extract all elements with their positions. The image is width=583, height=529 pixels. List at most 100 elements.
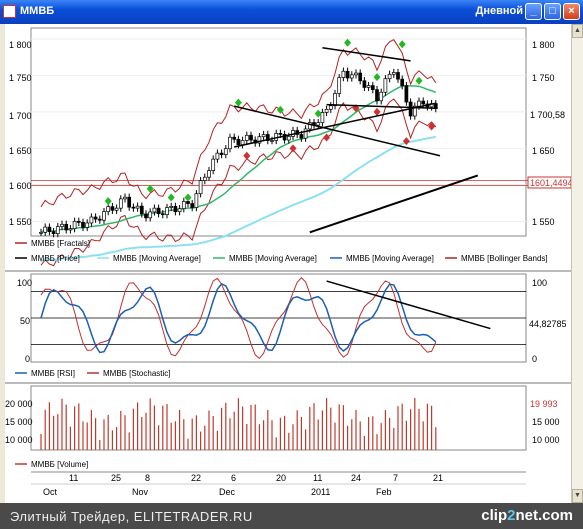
x-day-label: 25 [111,473,121,483]
candle-body [169,206,174,208]
candle-body [186,201,190,204]
legend-price: ММВБ [Price] [31,254,80,263]
candle-body [278,133,283,135]
candle-body [135,205,140,209]
vol-legend: ММВБ [Volume] [15,460,88,469]
x-month-label: Nov [132,487,149,497]
candle-body [400,78,405,87]
x-month-label: Oct [43,487,58,497]
candle-body [211,158,216,171]
osc-tick-label-right: 0 [532,354,537,364]
fractal-up-marker [373,73,381,82]
candle-body [236,138,241,146]
candle-body [85,222,90,228]
price-legend: ММВБ [Fractals] ММВБ [Price] ММВБ [Movin… [15,239,548,263]
close-button[interactable]: × [563,3,580,20]
candle-body [333,93,337,107]
candle-body [76,220,81,223]
trendline [309,174,479,234]
vertical-scrollbar[interactable]: ▲ ▼ [571,24,583,503]
candle-body [270,140,274,142]
y-tick-label: 1 800 [9,40,32,50]
candle-body [261,134,266,138]
candle-body [93,216,98,220]
vol-last-value: 19 993 [530,399,558,409]
fractal-up-marker [276,105,284,114]
fractal-up-marker [314,109,322,118]
candle-body [391,72,396,75]
candle-body [320,112,325,124]
vol-tick-label: 15 000 [5,417,33,427]
fractal-up-marker [415,76,423,85]
candle-body [47,226,52,232]
maximize-button[interactable]: □ [544,3,561,20]
credit-text: Элитный Трейдер, ELITETRADER.RU [10,509,253,524]
chart-area: 1 800 1 750 1 700 1 650 1 600 1 550 1 80… [5,24,583,503]
scroll-down-icon[interactable]: ▼ [572,489,583,503]
y-tick-label: 1 600 [9,181,32,191]
ma-slow-line [40,136,436,263]
x-month-label: Feb [376,487,392,497]
legend-fractals: ММВБ [Fractals] [31,239,90,248]
vol-tick-label: 10 000 [5,435,33,445]
x-day-label: 11 [69,473,78,483]
candle-body [181,201,186,210]
volume-layer [40,398,437,450]
candle-body [228,136,232,150]
date-axis: 11 25 8 22 6 20 11 24 7 21 Oct Nov Dec 2… [31,471,526,497]
fractal-down-marker [243,151,251,160]
chart-canvas[interactable]: 1 800 1 750 1 700 1 650 1 600 1 550 1 80… [5,24,578,503]
trendline [234,105,441,157]
x-day-label: 6 [231,473,236,483]
candle-body [417,100,421,107]
candle-body [131,206,136,209]
period-label[interactable]: Дневной [475,5,524,17]
scroll-up-icon[interactable]: ▲ [572,24,583,38]
candle-body [349,74,354,79]
candle-body [387,73,392,80]
candle-body [286,136,291,141]
fractal-up-marker [398,40,406,49]
candle-body [202,176,207,181]
last-price-label: 1 700,58 [530,110,565,120]
y-tick-label-right: 1 800 [532,40,555,50]
candle-body [249,134,253,141]
price-panel-frame [30,27,527,237]
window-title: ММВБ [20,5,55,17]
candle-body [257,136,262,144]
candle-body [337,77,342,94]
trendline [322,46,411,62]
x-month-label: 2011 [311,487,330,497]
oscillator-layer [31,277,526,360]
candle-body [219,152,224,155]
candle-body [324,108,329,113]
candle-body [404,85,409,103]
candle-body [114,207,119,211]
minimize-button[interactable]: _ [525,3,542,20]
fractal-up-marker [146,184,154,193]
ma-fast-line [40,84,437,233]
title-bar[interactable]: ММВБ Дневной _ □ × [0,0,583,24]
x-day-label: 8 [145,473,150,483]
candle-body [358,72,363,82]
fractal-up-marker [344,38,352,47]
chart-window: ММВБ Дневной _ □ × 1 800 1 750 1 700 1 6… [0,0,583,503]
price-layer [31,38,571,267]
candle-body [55,226,60,235]
candle-body [207,170,211,178]
osc-tick-label: 0 [25,354,30,364]
y-tick-label: 1 550 [9,217,32,227]
candle-body [341,70,346,78]
fractal-down-marker [373,107,381,116]
brand-part: net.com [515,507,573,524]
legend-rsi: ММВБ [RSI] [31,369,75,378]
vol-tick-label: 20 000 [5,399,33,409]
candle-body [370,85,375,91]
legend-bollinger: ММВБ [Bollinger Bands] [461,254,548,263]
candle-body [244,134,249,141]
legend-stochastic: ММВБ [Stochastic] [103,369,171,378]
osc-legend: ММВБ [RSI] ММВБ [Stochastic] [15,369,171,378]
fractal-down-marker [289,144,297,153]
candle-body [148,211,153,219]
candle-body [177,208,182,213]
